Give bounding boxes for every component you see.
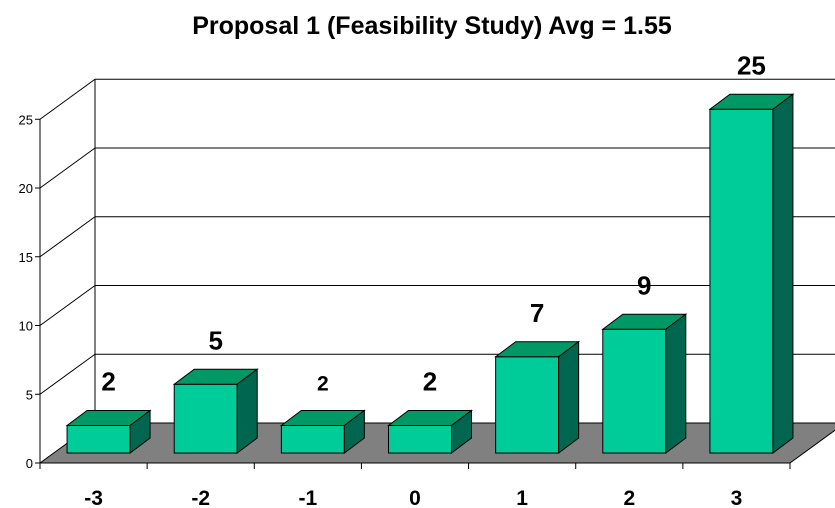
y-axis: 0 5 10 15 20 25 (19, 112, 40, 471)
data-label: 2 (317, 373, 329, 396)
bar-side (558, 340, 580, 454)
bar-front (495, 356, 560, 454)
x-tick-label: 3 (731, 487, 743, 508)
x-tick-label: 1 (516, 487, 528, 508)
y-tick-label: 10 (19, 319, 33, 334)
bar (708, 93, 795, 454)
y-tick-label: 0 (26, 456, 33, 471)
bar-front (602, 328, 667, 454)
x-tick-label: 2 (623, 487, 635, 508)
y-tick-label: 20 (19, 181, 33, 196)
bar (387, 409, 473, 454)
data-label: 9 (637, 270, 651, 300)
bar-side (665, 313, 687, 454)
bar-side (451, 409, 472, 454)
bar-side (236, 368, 258, 454)
side-gridline (39, 353, 96, 395)
data-label: 2 (423, 367, 437, 397)
x-tick-label: -1 (299, 487, 318, 508)
side-gridline (39, 78, 96, 120)
y-tick-label: 25 (19, 112, 33, 127)
chart-title: Proposal 1 (Feasibility Study) Avg = 1.5… (192, 12, 672, 40)
y-tick-label: 5 (26, 387, 33, 402)
bar (601, 313, 688, 454)
y-tick-label: 15 (19, 250, 33, 265)
data-label: 5 (208, 325, 222, 355)
data-label: 25 (737, 50, 766, 80)
bar (65, 409, 152, 454)
side-gridline (39, 147, 96, 189)
bar (172, 368, 259, 454)
data-label: 2 (101, 367, 115, 397)
bar (279, 409, 366, 454)
x-tick-label: -2 (191, 487, 210, 508)
bar-side (129, 409, 151, 454)
bar (494, 340, 581, 454)
bar-front (173, 383, 238, 454)
bars (65, 93, 795, 454)
x-tick-label: 0 (409, 487, 421, 508)
bar-front (66, 425, 131, 454)
bar-front (709, 108, 774, 454)
bar-front (388, 425, 452, 454)
side-gridline (39, 216, 96, 258)
side-gridline (39, 285, 96, 326)
x-axis: -3 -2 -1 0 1 2 3 (39, 463, 791, 508)
bar-side (343, 409, 365, 454)
bar-side (772, 93, 794, 454)
bar-front (280, 425, 345, 454)
x-tick-label: -3 (84, 487, 103, 508)
chart-walls (39, 79, 96, 463)
data-label: 7 (530, 298, 544, 328)
